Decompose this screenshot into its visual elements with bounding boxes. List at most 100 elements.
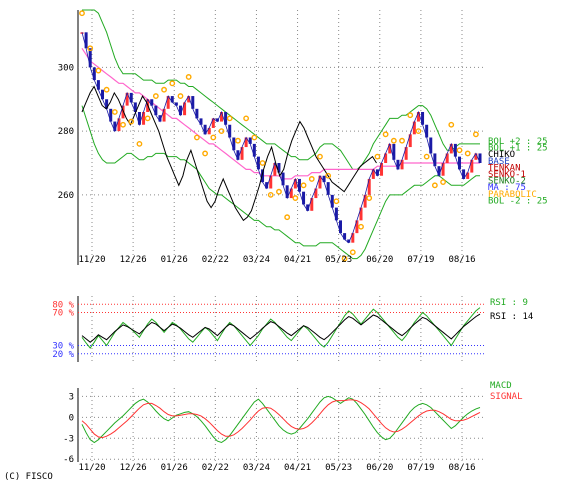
price-candle: [178, 105, 182, 116]
price-candle: [457, 156, 461, 170]
parabolic-dot: [128, 118, 135, 125]
parabolic-dot: [366, 195, 373, 201]
price-candle: [462, 169, 466, 179]
macd-x-tick-label: 07/19: [407, 463, 434, 473]
macd-x-tick-label: 01/26: [161, 463, 188, 473]
price-candle: [355, 220, 359, 234]
y-tick-label: 280: [58, 127, 74, 137]
x-tick-label: 12/26: [120, 255, 147, 265]
parabolic-dot: [333, 198, 340, 205]
parabolic-dot: [415, 128, 422, 135]
parabolic-dot: [267, 191, 274, 198]
price-candle: [224, 112, 228, 125]
price-candle: [228, 124, 232, 138]
macd-x-tick-label: 12/26: [120, 463, 147, 473]
legend-entry: BASE: [488, 157, 510, 167]
price-candle: [125, 92, 129, 106]
price-candle: [412, 121, 416, 135]
rsi-legend-entry: RSI : 14: [490, 312, 533, 322]
parabolic-dot: [456, 147, 463, 154]
parabolic-dot: [251, 134, 258, 141]
parabolic-dot: [79, 10, 85, 17]
price-candle: [256, 156, 260, 170]
price-candle: [203, 124, 207, 135]
parabolic-dot: [423, 153, 430, 160]
price-candle: [330, 194, 334, 208]
parabolic-dot: [185, 74, 192, 80]
price-candle: [220, 112, 224, 122]
price-candle: [404, 147, 408, 160]
price-candle: [400, 159, 404, 170]
legend-entry: BOL -2 : 25: [488, 196, 548, 206]
price-candle: [302, 191, 306, 205]
price-candle: [101, 89, 105, 100]
x-tick-label: 07/19: [407, 255, 434, 265]
price-candle: [240, 147, 244, 160]
copyright-text: (C) FISCO: [4, 472, 53, 482]
parabolic-dot: [284, 214, 291, 221]
price-candle: [429, 137, 433, 154]
price-candle: [396, 159, 400, 170]
legend-entry: CHIKO: [488, 150, 515, 160]
price-candle: [437, 166, 441, 176]
parabolic-dot: [399, 137, 405, 144]
parabolic-dot: [144, 115, 151, 122]
price-candle: [133, 102, 137, 112]
price-candle: [318, 175, 322, 189]
price-candle: [371, 169, 375, 179]
price-candle: [421, 112, 425, 125]
price-candle: [174, 102, 178, 106]
legend-entry: PARABOLIC: [488, 190, 537, 200]
price-candle: [363, 194, 367, 208]
parabolic-dot: [259, 160, 266, 166]
parabolic-dot: [276, 188, 282, 195]
legend-entry: BOL +1 : 25: [488, 144, 548, 154]
price-candle: [425, 124, 429, 138]
price-candle: [392, 143, 396, 160]
price-candle: [277, 163, 281, 173]
price-candle: [92, 67, 96, 81]
legend-entry: TENKAN: [488, 163, 521, 173]
parabolic-dot: [308, 176, 315, 182]
price-candle: [453, 143, 457, 157]
x-tick-label: 06/20: [366, 255, 393, 265]
price-candle: [445, 153, 449, 163]
parabolic-dot: [472, 131, 479, 138]
price-candle: [109, 108, 113, 122]
price-candle: [281, 172, 285, 186]
price-candle: [121, 105, 125, 119]
parabolic-dot: [349, 249, 356, 256]
parabolic-dot: [431, 182, 438, 189]
price-candle: [375, 169, 379, 176]
price-candle: [232, 137, 236, 151]
macd-tick-label: -3: [63, 434, 74, 444]
price-candle: [105, 99, 109, 109]
price-candle: [343, 233, 347, 240]
macd-tick-label: 0: [69, 413, 74, 423]
parabolic-dot: [87, 45, 94, 52]
macd-x-tick-label: 02/22: [202, 463, 229, 473]
price-candle: [191, 96, 195, 109]
price-candle: [158, 115, 162, 122]
price-candle: [289, 188, 293, 199]
price-candle: [433, 153, 437, 167]
price-candle: [338, 220, 342, 234]
parabolic-dot: [120, 121, 126, 128]
price-candle: [248, 137, 252, 144]
parabolic-dot: [390, 137, 397, 144]
y-tick-label: 300: [58, 63, 74, 73]
parabolic-dot: [218, 128, 225, 135]
price-candle: [142, 112, 146, 125]
parabolic-dot: [358, 223, 364, 230]
parabolic-dot: [169, 80, 176, 87]
parabolic-dot: [317, 153, 323, 160]
close-price-line: [81, 32, 481, 244]
macd-legend-entry: SIGNAL: [490, 392, 523, 402]
macd-series-line: [81, 399, 481, 439]
price-candle: [388, 143, 392, 154]
parabolic-dot: [177, 93, 184, 99]
parabolic-dot: [243, 115, 250, 122]
price-candle: [183, 102, 187, 116]
price-candle: [359, 207, 363, 221]
